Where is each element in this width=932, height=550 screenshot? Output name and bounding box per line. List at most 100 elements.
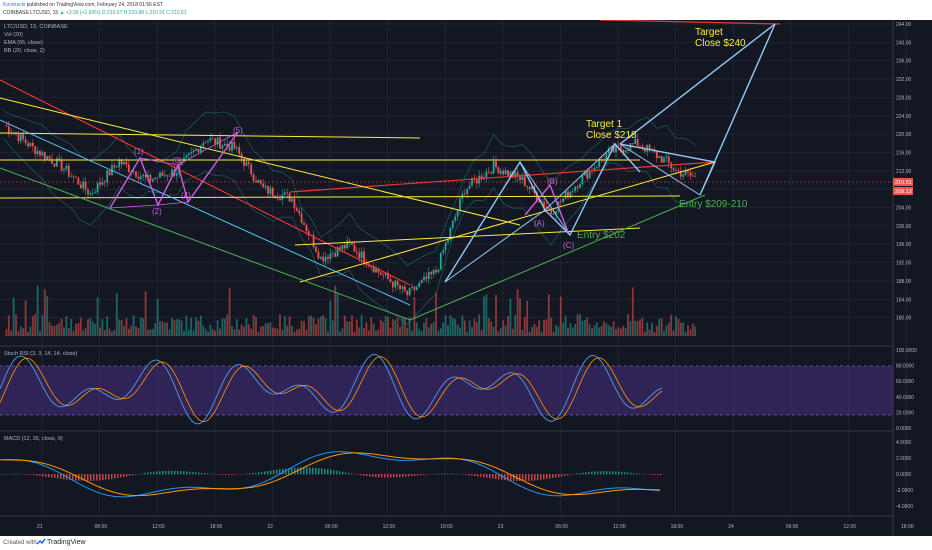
- macd-hist-bar: [501, 474, 503, 480]
- volume-bar: [367, 330, 370, 336]
- volume-bar: [660, 318, 663, 336]
- volume-bar: [147, 329, 149, 336]
- macd-axis: 4.0000 2.0000 0.0000 -2.0000 -4.0000: [896, 440, 913, 510]
- macd-hist-bar: [339, 471, 341, 475]
- candle-body: [214, 138, 217, 145]
- candle-body: [593, 167, 596, 171]
- volume-bar: [389, 327, 392, 336]
- candle-body: [322, 256, 325, 262]
- time-axis[interactable]: 21 06:00 12:00 18:00 22 06:00 12:00 18:00 23 06:0…: [37, 524, 932, 530]
- macd-hist-bar: [60, 474, 62, 479]
- volume-bar: [375, 330, 377, 336]
- macd-hist-bar: [441, 473, 443, 475]
- macd-hist-bar: [282, 468, 284, 475]
- volume-bar: [403, 317, 406, 336]
- legend-vol: Vol (20): [4, 32, 23, 38]
- macd-hist-bar: [234, 474, 236, 475]
- candle-body: [149, 174, 152, 182]
- candle-body: [17, 134, 20, 142]
- macd-hist-bar: [537, 474, 539, 481]
- macd-hist-bar: [162, 471, 164, 475]
- macd-hist-bar: [495, 474, 497, 480]
- candle-body: [490, 172, 493, 174]
- candle-body: [343, 245, 346, 249]
- candle-body: [353, 244, 356, 252]
- volume-bar: [324, 318, 327, 336]
- macd-hist-bar: [132, 474, 134, 476]
- chart-area[interactable]: (1) (2) (3) (4) (5) (A) (B) (C) Target C…: [0, 20, 932, 536]
- candle-body: [391, 282, 394, 288]
- candle-body: [523, 176, 526, 187]
- author-link[interactable]: Kondracki: [3, 2, 26, 8]
- macd-hist-bar: [345, 472, 347, 475]
- macd-hist-bar: [618, 471, 620, 475]
- volume-bar: [643, 331, 646, 336]
- macd-hist-bar: [555, 474, 557, 478]
- volume-bar: [564, 315, 567, 336]
- candle-body: [406, 290, 409, 296]
- volume-bar: [315, 324, 317, 336]
- volume-bar: [523, 316, 526, 336]
- target-1-label: Target 1: [586, 119, 623, 130]
- candle-body: [70, 176, 73, 177]
- trendlines: [0, 20, 781, 321]
- macd-hist-bar: [513, 474, 515, 481]
- macd-hist-bar: [9, 473, 11, 475]
- volume-bar: [545, 319, 548, 336]
- candle-body: [271, 187, 274, 196]
- volume-bar: [53, 326, 56, 336]
- macd-hist-bar: [99, 474, 101, 481]
- volume-bar: [612, 321, 615, 336]
- volume-bar: [430, 323, 433, 336]
- candle-body: [226, 143, 229, 147]
- candle-body: [154, 177, 157, 180]
- price-tick-label: 224.00: [896, 114, 912, 120]
- volume-bar: [281, 329, 284, 336]
- candle-body: [99, 182, 101, 185]
- candle-body: [387, 273, 389, 280]
- candle-body: [305, 224, 308, 232]
- time-tick-label: 18:00: [210, 524, 223, 530]
- volume-bar: [58, 322, 61, 336]
- candle-body: [245, 161, 248, 166]
- candle-body: [552, 213, 555, 215]
- volume-bar: [5, 329, 8, 336]
- volume-bar: [533, 323, 536, 336]
- volume-bar: [27, 331, 29, 336]
- volume-bar: [583, 319, 586, 336]
- candle-body: [579, 184, 581, 188]
- macd-hist-bar: [213, 473, 215, 475]
- candle-body: [166, 175, 169, 177]
- volume-bar: [444, 315, 447, 336]
- volume-bar: [127, 328, 130, 336]
- candle-body: [29, 142, 32, 147]
- candle-body: [655, 151, 658, 158]
- publish-header: Kondracki published on TradingView.com, …: [0, 0, 932, 20]
- volume-bar: [557, 326, 560, 336]
- volume-bar: [72, 330, 75, 336]
- candle-body: [363, 251, 365, 263]
- macd-hist-bar: [651, 474, 653, 475]
- macd-hist-bar: [633, 472, 635, 475]
- candle-body: [360, 251, 363, 259]
- price-tick-label: 232.00: [896, 77, 912, 83]
- macd-hist-bar: [198, 472, 200, 475]
- macd-hist-bar: [177, 470, 179, 475]
- volume-bar: [163, 322, 166, 336]
- macd-hist-bar: [588, 471, 590, 475]
- candle-body: [526, 186, 529, 188]
- tradingview-brand[interactable]: TradingView: [47, 539, 86, 546]
- volume-bar: [382, 321, 385, 336]
- volume-bar: [495, 295, 497, 336]
- volume-bar: [490, 321, 493, 336]
- macd-hist-bar: [360, 474, 362, 476]
- volume-bar: [46, 296, 49, 336]
- volume-bar: [603, 321, 605, 336]
- candle-body: [691, 175, 694, 177]
- volume-bar: [67, 327, 70, 336]
- macd-hist-bar: [201, 472, 203, 475]
- candle-body: [538, 200, 541, 203]
- candle-body: [466, 188, 469, 195]
- volume-bar: [646, 322, 649, 336]
- yellow-horizontal-top: [0, 132, 421, 139]
